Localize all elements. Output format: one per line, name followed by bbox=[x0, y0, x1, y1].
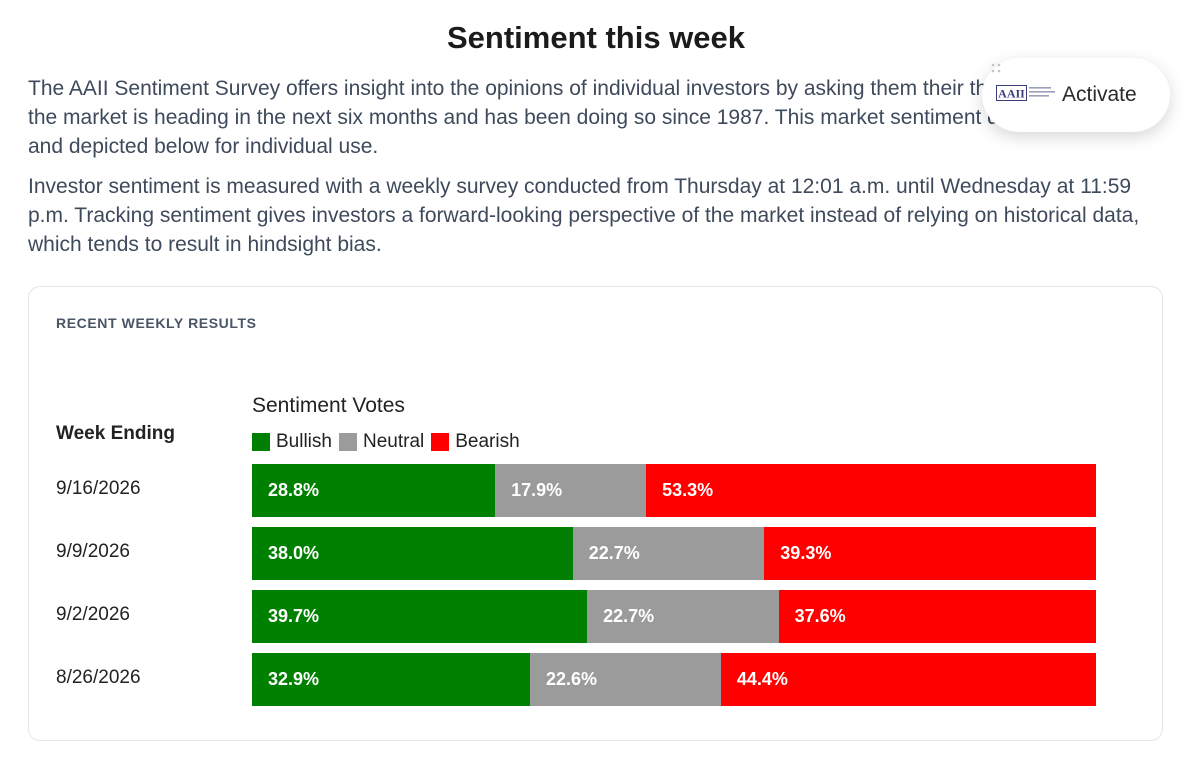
data-label-bullish: 32.9% bbox=[268, 669, 320, 689]
data-label-neutral: 22.7% bbox=[603, 606, 655, 626]
data-label-bullish: 39.7% bbox=[268, 606, 320, 626]
week-label: 9/9/2026 bbox=[56, 541, 130, 562]
sentiment-bar-row: 32.9% 22.6% 44.4% bbox=[252, 653, 1096, 706]
week-label: 9/2/2026 bbox=[56, 604, 130, 625]
data-label-bearish: 39.3% bbox=[780, 543, 832, 563]
bar-segment-neutral: 22.6% bbox=[529, 653, 721, 706]
card-heading: RECENT WEEKLY RESULTS bbox=[56, 315, 257, 331]
bar-segment-bullish: 38.0% bbox=[252, 527, 573, 580]
bar-segment-bullish: 39.7% bbox=[252, 590, 588, 643]
bar-segment-bullish: 32.9% bbox=[252, 653, 530, 706]
data-label-bearish: 37.6% bbox=[794, 606, 846, 626]
legend-swatch-bearish bbox=[431, 433, 450, 451]
data-label-bearish: 53.3% bbox=[662, 480, 714, 500]
activate-widget[interactable]: AAII Activate bbox=[982, 58, 1170, 132]
chart-title: Sentiment Votes bbox=[252, 394, 405, 417]
bar-segment-bullish: 28.8% bbox=[252, 464, 496, 517]
sentiment-bar-row: 38.0% 22.7% 39.3% bbox=[252, 527, 1096, 580]
data-label-bearish: 44.4% bbox=[736, 669, 788, 689]
legend-bearish: Bearish bbox=[431, 431, 520, 453]
data-label-neutral: 22.7% bbox=[588, 543, 640, 563]
week-ending-header: Week Ending bbox=[56, 423, 175, 444]
data-label-bullish: 38.0% bbox=[268, 543, 320, 563]
intro-paragraph: The AAII Sentiment Survey offers insight… bbox=[28, 77, 1143, 158]
bar-segment-neutral: 17.9% bbox=[495, 464, 647, 517]
legend-label-neutral: Neutral bbox=[362, 431, 425, 452]
sentiment-bar-row: 28.8% 17.9% 53.3% bbox=[252, 464, 1096, 517]
legend-label-bullish: Bullish bbox=[276, 431, 332, 452]
bar-segment-bearish: 44.4% bbox=[720, 653, 1096, 706]
legend-swatch-neutral bbox=[338, 433, 357, 451]
bar-segment-bearish: 39.3% bbox=[764, 527, 1096, 580]
bar-segment-bearish: 53.3% bbox=[646, 464, 1096, 517]
legend-swatch-bullish bbox=[252, 433, 270, 451]
page-title: Sentiment this week bbox=[446, 20, 746, 55]
drag-handle-icon[interactable] bbox=[990, 62, 1002, 74]
weekly-results-card: RECENT WEEKLY RESULTS Sentiment Votes We… bbox=[28, 286, 1163, 741]
data-label-neutral: 17.9% bbox=[511, 480, 563, 500]
data-label-bullish: 28.8% bbox=[268, 480, 320, 500]
week-label: 8/26/2026 bbox=[56, 667, 141, 688]
bar-segment-neutral: 22.7% bbox=[587, 590, 779, 643]
legend-neutral: Neutral bbox=[338, 431, 425, 453]
aaii-logo-icon: AAII bbox=[996, 85, 1055, 101]
legend-bullish: Bullish bbox=[252, 431, 332, 453]
chart-legend: Bullish Neutral Bearish bbox=[252, 431, 527, 453]
bar-segment-bearish: 37.6% bbox=[778, 590, 1096, 643]
data-label-neutral: 22.6% bbox=[545, 669, 597, 689]
aaii-logo-text: AAII bbox=[998, 87, 1025, 101]
week-label: 9/16/2026 bbox=[56, 478, 141, 499]
methodology-paragraph: Investor sentiment is measured with a we… bbox=[28, 175, 1140, 256]
activate-button[interactable]: Activate bbox=[1062, 83, 1137, 106]
sentiment-bar-row: 39.7% 22.7% 37.6% bbox=[252, 590, 1096, 643]
bar-segment-neutral: 22.7% bbox=[572, 527, 765, 580]
legend-label-bearish: Bearish bbox=[455, 431, 520, 452]
